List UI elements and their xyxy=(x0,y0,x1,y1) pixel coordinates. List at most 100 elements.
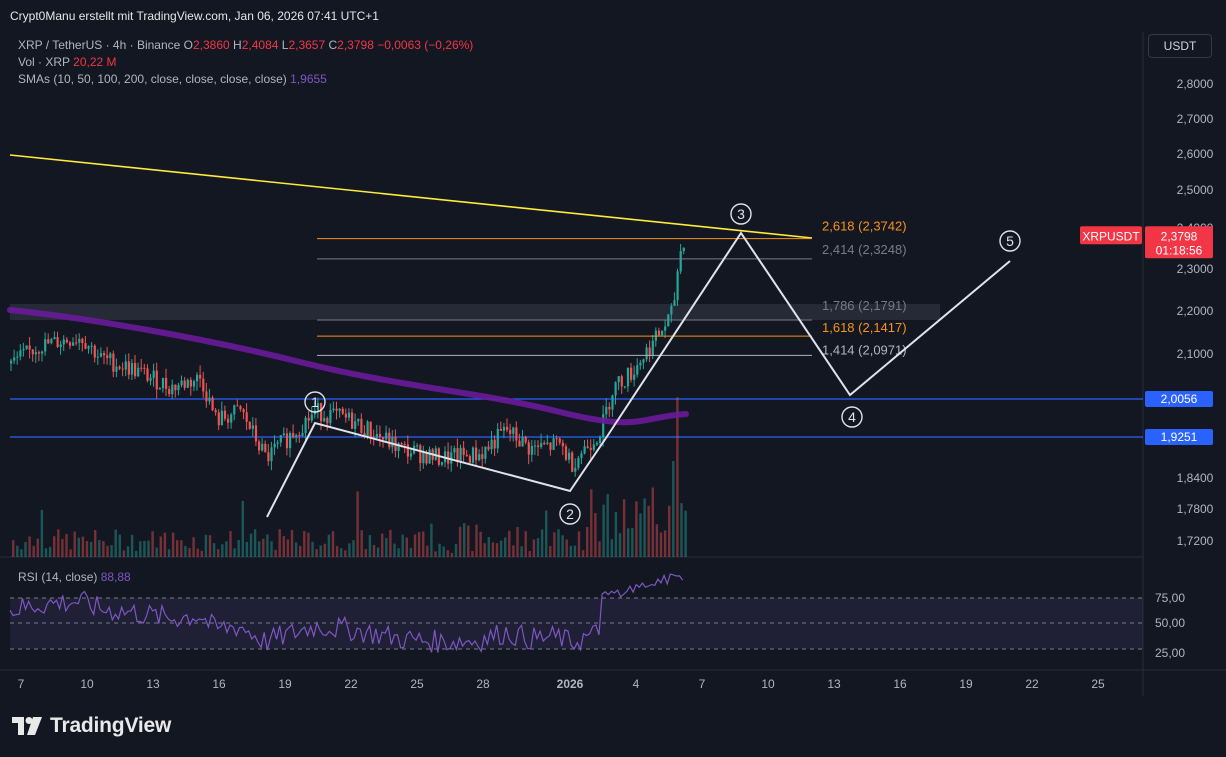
volume-bar xyxy=(143,540,146,557)
candle-body xyxy=(614,382,617,396)
candle-body xyxy=(276,442,279,444)
volume-bar xyxy=(602,504,605,557)
tradingview-logo[interactable]: TradingView xyxy=(12,714,171,738)
price-tag-countdown: 01:18:56 xyxy=(1156,243,1203,257)
volume-bar xyxy=(69,549,72,557)
candle-body xyxy=(406,444,409,457)
candle-body xyxy=(608,406,611,410)
candle-body xyxy=(75,342,78,344)
volume-bar xyxy=(647,505,650,557)
candle-body xyxy=(161,377,165,389)
candle-body xyxy=(363,432,366,437)
volume-bar xyxy=(290,529,294,557)
volume-bar xyxy=(36,538,39,557)
candle-body xyxy=(320,403,323,422)
candle-body xyxy=(636,365,639,375)
candle-body xyxy=(177,385,180,391)
volume-bar xyxy=(85,541,89,557)
volume-bar xyxy=(24,541,27,557)
legend-open-label: O xyxy=(183,38,193,52)
rsi-tick-label: 25,00 xyxy=(1155,646,1185,660)
volume-bar xyxy=(614,512,618,557)
candle-body xyxy=(630,367,633,380)
candle-body xyxy=(56,337,59,347)
candle-body xyxy=(19,350,22,357)
volume-bar xyxy=(651,487,654,557)
candle-body xyxy=(580,453,583,458)
volume-bar xyxy=(278,529,281,557)
candle-body xyxy=(78,338,81,343)
elliott-wave-path xyxy=(266,231,1011,518)
level-tag: 1,9251 xyxy=(1161,430,1198,444)
volume-bar xyxy=(643,498,646,557)
volume-bar xyxy=(184,545,187,557)
volume-bar xyxy=(422,531,425,557)
wave-circle xyxy=(304,391,326,413)
volume-bar xyxy=(167,549,171,557)
candle-body xyxy=(245,412,248,422)
candle-body xyxy=(152,370,155,378)
candle-body xyxy=(533,445,537,447)
rsi-label[interactable]: RSI (14, close) xyxy=(18,570,98,584)
candle-body xyxy=(341,408,344,414)
candle-body xyxy=(174,384,177,391)
volume-bar xyxy=(344,550,347,557)
time-tick-label: 19 xyxy=(278,677,292,691)
candle-body xyxy=(332,408,335,411)
legend-symbol[interactable]: XRP / TetherUS · 4h · Binance xyxy=(18,38,181,52)
candle-body xyxy=(468,456,471,463)
volume-bar xyxy=(171,532,175,557)
volume-bar xyxy=(516,527,519,557)
time-tick-label: 22 xyxy=(1025,677,1039,691)
candle-body xyxy=(199,374,202,379)
candle-body xyxy=(369,421,372,438)
candle-body xyxy=(62,339,65,345)
candle-body xyxy=(459,447,462,463)
volume-bar xyxy=(340,548,343,557)
price-tick-label: 2,8000 xyxy=(1177,77,1214,91)
volume-bar xyxy=(98,540,101,557)
time-tick-label: 22 xyxy=(344,677,358,691)
candle-body xyxy=(360,418,363,433)
candle-body xyxy=(496,428,499,449)
volume-bar xyxy=(48,546,52,557)
candle-body xyxy=(44,339,47,352)
candle-body xyxy=(605,406,608,415)
chart-frame[interactable]: 2,80002,70002,60002,50002,40002,30002,20… xyxy=(0,32,1226,696)
volume-bar xyxy=(274,549,277,557)
candle-body xyxy=(34,352,37,355)
volume-bar xyxy=(499,540,503,557)
legend-vol-label[interactable]: Vol · XRP xyxy=(18,55,70,69)
candle-body xyxy=(118,366,121,369)
volume-bar xyxy=(294,542,298,557)
volume-bar xyxy=(40,509,44,557)
candle-body xyxy=(205,391,208,402)
candle-body xyxy=(338,408,341,411)
legend-sma-label[interactable]: SMAs (10, 50, 100, 200, close, close, cl… xyxy=(18,72,287,86)
time-tick-label: 7 xyxy=(18,677,25,691)
tradingview-wordmark: TradingView xyxy=(50,714,172,737)
volume-bar xyxy=(606,494,609,557)
volume-bar xyxy=(520,546,523,557)
candle-body xyxy=(499,428,502,431)
candle-body xyxy=(400,443,403,445)
candle-body xyxy=(65,339,68,343)
volume-bar xyxy=(106,545,109,557)
volume-bar xyxy=(323,543,326,557)
candle-body xyxy=(546,442,549,445)
candle-body xyxy=(22,349,25,351)
candle-body xyxy=(577,457,580,468)
chart-canvas[interactable]: 2,80002,70002,60002,50002,40002,30002,20… xyxy=(0,32,1226,696)
candle-body xyxy=(310,414,313,421)
candle-body xyxy=(679,251,682,272)
volume-bar xyxy=(430,523,433,557)
candle-body xyxy=(13,357,16,361)
volume-bar xyxy=(512,545,515,557)
price-tag-value: 2,3798 xyxy=(1161,229,1198,243)
candle-body xyxy=(676,271,679,301)
currency-button[interactable]: USDT xyxy=(1148,34,1212,58)
wave-number: 3 xyxy=(737,206,745,222)
candle-body xyxy=(623,386,626,388)
candle-body xyxy=(53,337,56,340)
tradingview-logo-icon xyxy=(12,717,42,735)
